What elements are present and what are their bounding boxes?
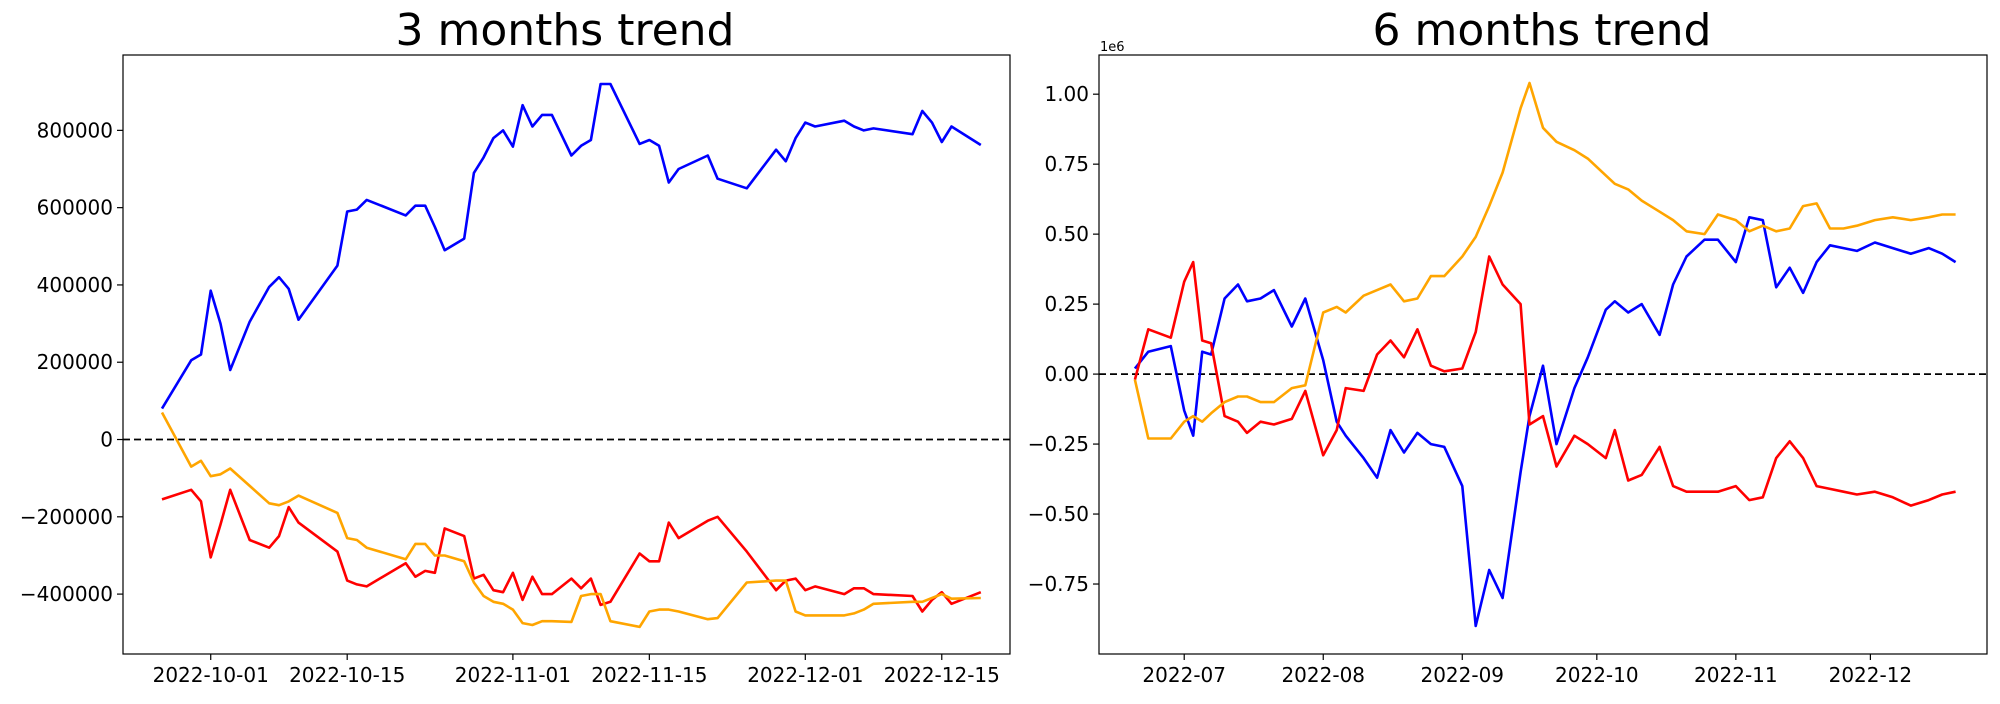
x-tick-label: 2022-12-15: [884, 663, 1000, 687]
y-tick-label: 600000: [37, 196, 113, 220]
y-tick-label: −0.50: [1028, 502, 1089, 526]
series-line-1: [160, 82, 982, 410]
x-tick-label: 2022-11-15: [591, 663, 707, 687]
x-tick-label: 2022-10: [1555, 663, 1639, 687]
y-axis-offset-text: 1e6: [1100, 40, 1125, 55]
plot-area-3-months: 2022-10-01 2022-10-15 2022-11-01 2022-11-15…: [20, 82, 1010, 687]
plot-area-6-months: 2022-07 2022-08 2022-09 2022-10 2022-11 2022-…: [1028, 81, 1987, 687]
y-tick-label: 0: [100, 428, 113, 452]
chart-panel-3-months: 3 months trend 2022-10-01 2022-10-15 2022-…: [20, 5, 1011, 687]
x-tick-label: 2022-11: [1694, 663, 1778, 687]
series-line-2: [161, 488, 982, 613]
chart-title-3-months: 3 months trend: [396, 5, 735, 56]
chart-panel-6-months: 6 months trend 1e6 2022-07 2022-08 2022-09…: [1028, 5, 1988, 687]
x-tick-label: 2022-12: [1829, 663, 1913, 687]
x-tick-label: 2022-07: [1142, 663, 1226, 687]
x-tick-label: 2022-08: [1281, 663, 1365, 687]
y-tick-label: 400000: [37, 273, 113, 297]
y-tick-label: 800000: [37, 118, 113, 142]
y-tick-label: 0.75: [1044, 152, 1089, 176]
y-tick-label: 0.25: [1044, 292, 1089, 316]
x-tick-label: 2022-11-01: [455, 663, 571, 687]
chart-title-6-months: 6 months trend: [1373, 5, 1712, 56]
series-line-2: [1133, 255, 1956, 507]
axes-frame-3-months: [122, 54, 1011, 655]
series-line-3: [1133, 81, 1956, 440]
y-tick-label: −0.25: [1028, 432, 1089, 456]
series-line-3: [160, 411, 981, 629]
x-tick-label: 2022-12-01: [747, 663, 863, 687]
y-tick-label: 0.50: [1044, 222, 1089, 246]
y-tick-label: −0.75: [1028, 572, 1089, 596]
axes-frame-6-months: [1098, 54, 1988, 655]
y-tick-label: 0.00: [1044, 362, 1089, 386]
y-tick-label: 200000: [37, 350, 113, 374]
x-tick-label: 2022-10-15: [289, 663, 405, 687]
x-tick-label: 2022-10-01: [153, 663, 269, 687]
x-tick-label: 2022-09: [1420, 663, 1504, 687]
y-tick-label: −400000: [20, 582, 113, 606]
y-tick-label: 1.00: [1044, 82, 1089, 106]
y-tick-label: −200000: [20, 505, 113, 529]
